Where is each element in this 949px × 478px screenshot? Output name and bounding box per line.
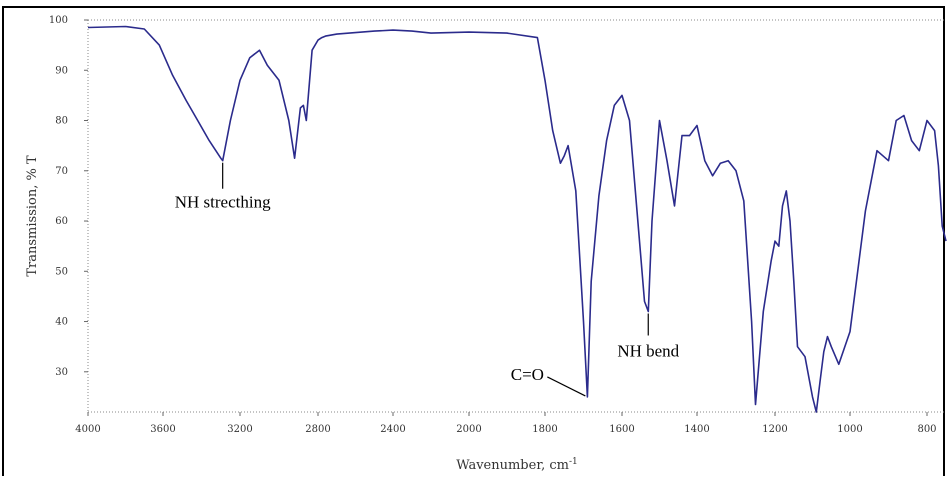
x-tick-label: 2800 <box>305 424 330 435</box>
x-tick-label: 4000 <box>75 424 100 435</box>
y-tick-label: 90 <box>55 65 68 76</box>
x-axis-title: Wavenumber, cm-1 <box>456 457 578 473</box>
spectrum-line <box>87 25 947 413</box>
chart-frame <box>2 6 945 476</box>
x-tick-label: 1800 <box>532 424 557 435</box>
y-tick-label: 70 <box>55 166 68 177</box>
x-tick-label: 2000 <box>456 424 481 435</box>
annotation-nh-stretching: NH strecthing <box>175 193 271 212</box>
x-tick-label: 3200 <box>227 424 252 435</box>
x-tick-label: 1400 <box>684 424 709 435</box>
x-tick-label: 800 <box>917 424 936 435</box>
y-tick-label: 60 <box>55 216 68 227</box>
y-tick-label: 50 <box>55 266 68 277</box>
annotation-leader <box>547 376 586 397</box>
x-tick-label: 1600 <box>609 424 634 435</box>
x-tick-label: 2400 <box>380 424 405 435</box>
x-tick-label: 1000 <box>837 424 862 435</box>
x-axis-title-superscript: -1 <box>569 457 578 467</box>
annotation-nh-bend: NH bend <box>617 341 679 360</box>
y-axis-title: Transmission, % T <box>25 155 40 277</box>
x-tick-label: 3600 <box>150 424 175 435</box>
annotation-c-o: C=O <box>511 365 544 384</box>
y-tick-label: 40 <box>55 317 68 328</box>
y-tick-label: 100 <box>49 15 68 26</box>
y-tick-label: 80 <box>55 116 68 127</box>
y-tick-label: 30 <box>55 367 68 378</box>
x-tick-label: 1200 <box>762 424 787 435</box>
